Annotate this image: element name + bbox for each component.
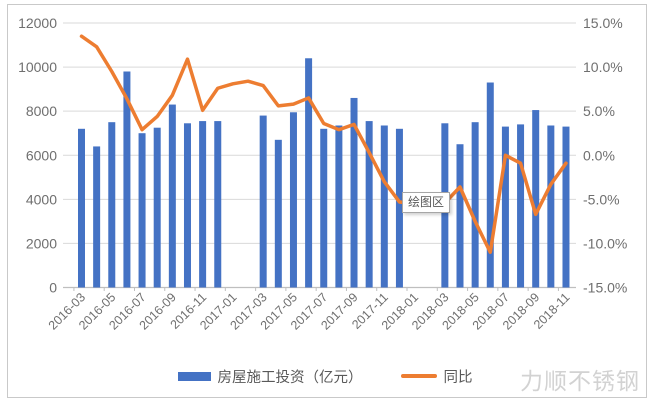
investment-bar[interactable] [562, 126, 570, 288]
investment-bar[interactable] [305, 58, 313, 288]
investment-bar[interactable] [138, 133, 146, 288]
investment-bar[interactable] [320, 128, 328, 288]
investment-bar[interactable] [532, 110, 540, 288]
y-axis-tick-label-left: 12000 [18, 15, 57, 31]
y-axis-tick-label-right: 10.0% [583, 59, 623, 75]
investment-bar[interactable] [471, 122, 479, 288]
plot-area-tooltip: 绘图区 [402, 192, 450, 213]
investment-bar[interactable] [501, 126, 509, 288]
y-axis-tick-label-left: 4000 [26, 191, 57, 207]
legend-line-swatch-icon [400, 374, 437, 378]
y-axis-tick-label-right: -15.0% [583, 280, 627, 296]
investment-bar[interactable] [274, 139, 282, 288]
y-axis-tick-label-left: 0 [49, 280, 57, 296]
investment-bar[interactable] [153, 127, 161, 288]
investment-bar[interactable] [259, 115, 267, 288]
investment-bar[interactable] [78, 128, 85, 288]
legend-item-investment[interactable]: 房屋施工投资（亿元） [177, 366, 363, 387]
legend-item-yoy-label: 同比 [443, 369, 473, 386]
investment-bar[interactable] [93, 146, 101, 288]
y-axis-tick-label-left: 10000 [18, 59, 57, 75]
investment-bar[interactable] [335, 125, 343, 288]
y-axis-tick-label-right: -10.0% [583, 235, 627, 251]
investment-bar[interactable] [395, 128, 403, 288]
investment-bar[interactable] [183, 123, 191, 288]
investment-bar[interactable] [289, 112, 297, 288]
watermark-text: 力顺不锈钢 [520, 368, 640, 394]
investment-bar[interactable] [214, 121, 222, 288]
investment-bar[interactable] [547, 125, 555, 288]
legend-item-yoy[interactable]: 同比 [400, 366, 473, 387]
investment-bar[interactable] [199, 121, 207, 288]
investment-bar[interactable] [456, 144, 464, 288]
investment-bar[interactable] [108, 122, 116, 288]
y-axis-tick-label-left: 8000 [26, 103, 57, 119]
plot-area-tooltip-label: 绘图区 [407, 195, 444, 209]
y-axis-tick-label-left: 2000 [26, 235, 57, 251]
chart-legend: 房屋施工投资（亿元） 同比 [0, 365, 650, 387]
investment-bar[interactable] [486, 82, 494, 288]
investment-bar[interactable] [380, 125, 388, 288]
investment-bar[interactable] [350, 97, 358, 288]
legend-item-investment-label: 房屋施工投资（亿元） [217, 369, 363, 386]
y-axis-tick-label-right: -5.0% [583, 191, 620, 207]
yoy-line[interactable] [79, 34, 568, 254]
investment-bar[interactable] [123, 71, 131, 288]
legend-bar-swatch-icon [177, 371, 211, 381]
y-axis-tick-label-right: 0.0% [583, 147, 615, 163]
investment-bar[interactable] [168, 104, 176, 288]
y-axis-tick-label-left: 6000 [26, 147, 57, 163]
y-axis-tick-label-right: 5.0% [583, 103, 615, 119]
investment-bar[interactable] [517, 124, 525, 288]
investment-bar[interactable] [365, 121, 373, 288]
y-axis-tick-label-right: 15.0% [583, 15, 623, 31]
